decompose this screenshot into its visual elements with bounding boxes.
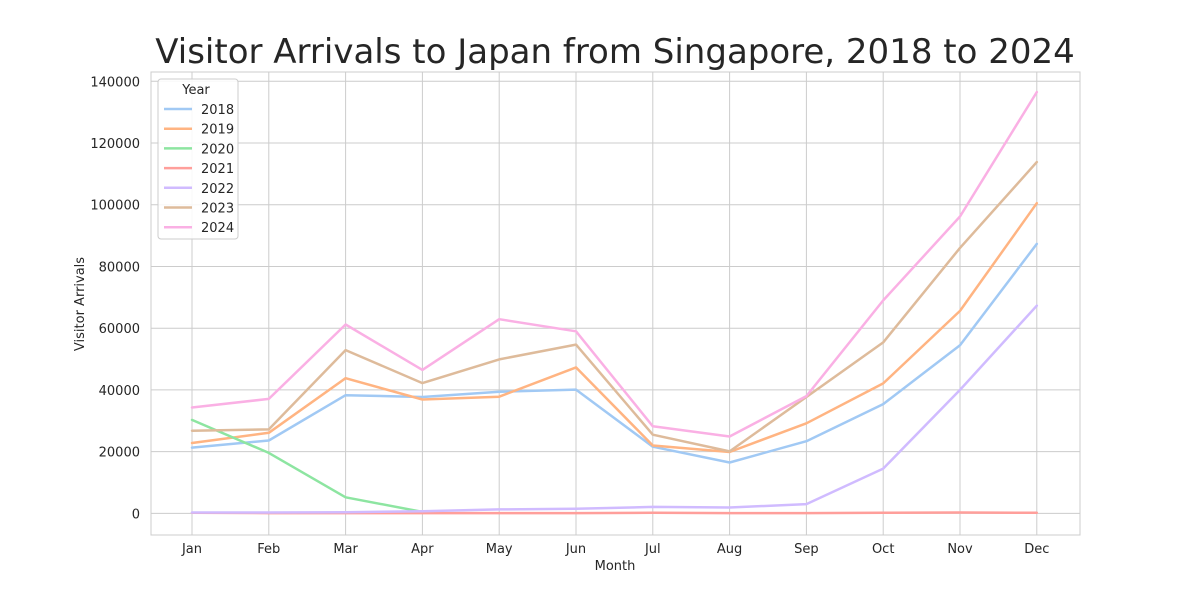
legend-label-2019: 2019 bbox=[201, 123, 234, 138]
legend: Year 2018 2019 2020 2021 2022 2023 2024 bbox=[157, 78, 239, 240]
y-tick-label: 120000 bbox=[90, 137, 140, 152]
legend-label-2018: 2018 bbox=[201, 103, 234, 118]
x-axis-label: Month bbox=[595, 559, 636, 574]
series-line-2018 bbox=[190, 242, 1039, 464]
x-tick-label: Jul bbox=[644, 542, 661, 557]
series-line-2020 bbox=[190, 418, 424, 514]
legend-label-2023: 2023 bbox=[201, 202, 234, 217]
series-line-2019 bbox=[190, 201, 1039, 454]
series-line-2023 bbox=[190, 160, 1039, 453]
x-tick-label: Mar bbox=[333, 542, 358, 557]
x-tick-label: Apr bbox=[411, 542, 434, 557]
legend-label-2024: 2024 bbox=[201, 221, 234, 236]
x-tick-label: May bbox=[486, 542, 513, 557]
plot-frame bbox=[150, 71, 1081, 536]
x-tick-label: Feb bbox=[257, 542, 280, 557]
x-tick-label: Nov bbox=[947, 542, 973, 557]
y-tick-label: 80000 bbox=[99, 260, 140, 275]
legend-label-2020: 2020 bbox=[201, 142, 234, 157]
series-line-2022 bbox=[190, 304, 1039, 514]
legend-title: Year bbox=[181, 83, 210, 98]
series-lines bbox=[190, 90, 1039, 515]
chart-title: Visitor Arrivals to Japan from Singapore… bbox=[155, 32, 1074, 72]
axes: Jan Feb Mar Apr May Jun Jul Aug Sep Oct Nov Dec 0 200… bbox=[90, 71, 1081, 557]
y-tick-label: 20000 bbox=[99, 446, 140, 461]
y-tick-label: 0 bbox=[132, 507, 140, 522]
x-tick-label: Sep bbox=[794, 542, 819, 557]
y-tick-label: 100000 bbox=[90, 199, 140, 214]
x-tick-label: Dec bbox=[1024, 542, 1049, 557]
x-tick-label: Aug bbox=[717, 542, 742, 557]
legend-label-2021: 2021 bbox=[201, 162, 234, 177]
y-tick-label: 60000 bbox=[99, 322, 140, 337]
legend-label-2022: 2022 bbox=[201, 182, 234, 197]
y-tick-label: 40000 bbox=[99, 384, 140, 399]
x-tick-label: Oct bbox=[872, 542, 894, 557]
y-tick-label: 140000 bbox=[90, 75, 140, 90]
y-axis-label: Visitor Arrivals bbox=[73, 257, 88, 351]
series-line-2024 bbox=[190, 90, 1039, 438]
x-tick-label: Jan bbox=[181, 542, 202, 557]
legend-box bbox=[157, 78, 239, 240]
x-tick-label: Jun bbox=[565, 542, 586, 557]
